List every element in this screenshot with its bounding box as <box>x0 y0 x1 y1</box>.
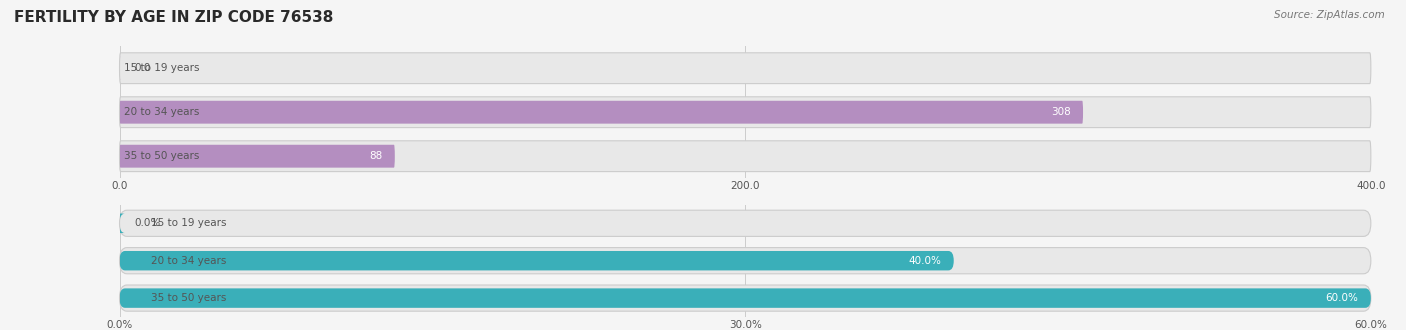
Text: 88: 88 <box>368 151 382 161</box>
FancyBboxPatch shape <box>120 251 953 270</box>
Text: Source: ZipAtlas.com: Source: ZipAtlas.com <box>1274 10 1385 20</box>
FancyBboxPatch shape <box>120 97 1371 128</box>
Text: FERTILITY BY AGE IN ZIP CODE 76538: FERTILITY BY AGE IN ZIP CODE 76538 <box>14 10 333 25</box>
FancyBboxPatch shape <box>118 57 121 80</box>
Text: 40.0%: 40.0% <box>908 256 941 266</box>
Text: 35 to 50 years: 35 to 50 years <box>150 293 226 303</box>
Text: 15 to 19 years: 15 to 19 years <box>124 63 200 73</box>
FancyBboxPatch shape <box>120 288 1371 308</box>
Text: 0.0%: 0.0% <box>135 218 160 228</box>
FancyBboxPatch shape <box>120 285 1371 311</box>
FancyBboxPatch shape <box>120 210 1371 236</box>
Text: 60.0%: 60.0% <box>1326 293 1358 303</box>
Text: 35 to 50 years: 35 to 50 years <box>124 151 200 161</box>
FancyBboxPatch shape <box>120 53 1371 83</box>
Text: 308: 308 <box>1050 107 1070 117</box>
FancyBboxPatch shape <box>120 248 1371 274</box>
FancyBboxPatch shape <box>120 101 1083 124</box>
Text: 0.0: 0.0 <box>135 63 150 73</box>
Text: 20 to 34 years: 20 to 34 years <box>150 256 226 266</box>
Text: 20 to 34 years: 20 to 34 years <box>124 107 200 117</box>
Text: 15 to 19 years: 15 to 19 years <box>150 218 226 228</box>
FancyBboxPatch shape <box>120 145 395 168</box>
FancyBboxPatch shape <box>120 141 1371 172</box>
FancyBboxPatch shape <box>114 214 125 233</box>
